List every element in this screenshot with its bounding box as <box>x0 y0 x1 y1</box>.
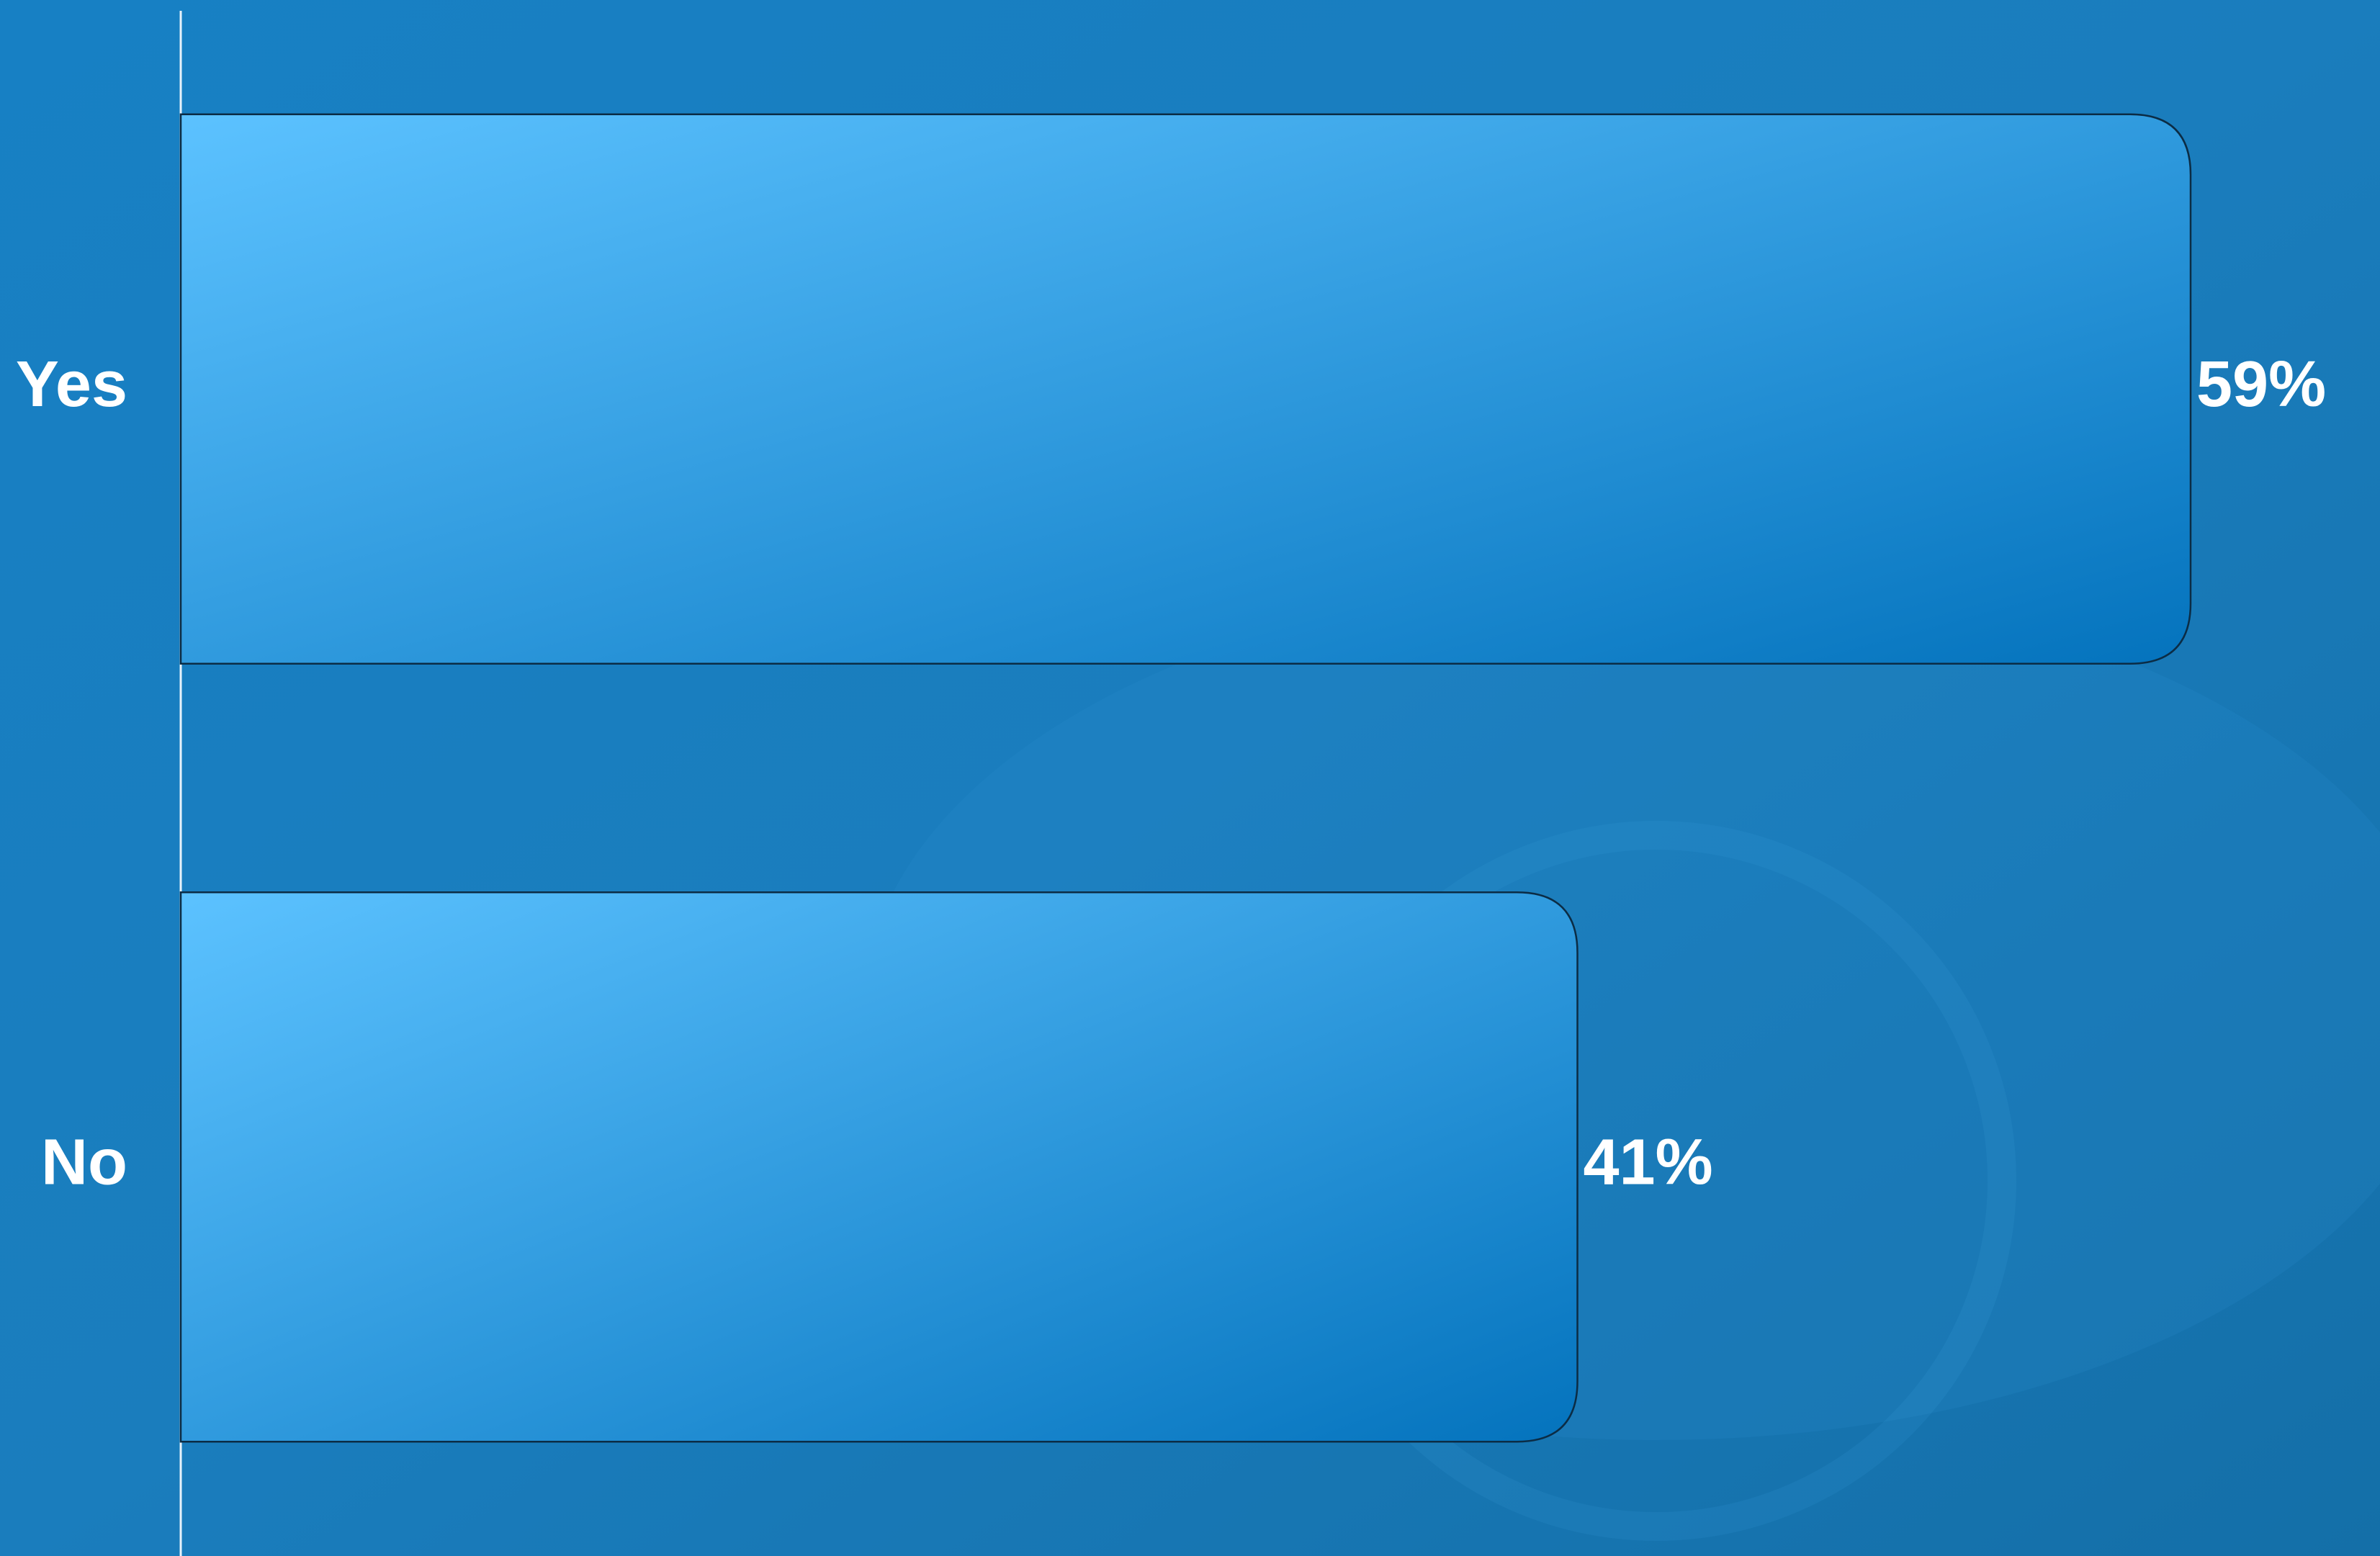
bar <box>179 891 1579 1443</box>
y-tick-label: No <box>41 1127 127 1199</box>
bar <box>179 113 2192 665</box>
data-label: 41% <box>1584 1127 1713 1199</box>
data-label: 59% <box>2196 348 2326 421</box>
y-tick-label: Yes <box>16 348 127 421</box>
plot-area: Yes 59% No 41% <box>16 113 2326 1443</box>
